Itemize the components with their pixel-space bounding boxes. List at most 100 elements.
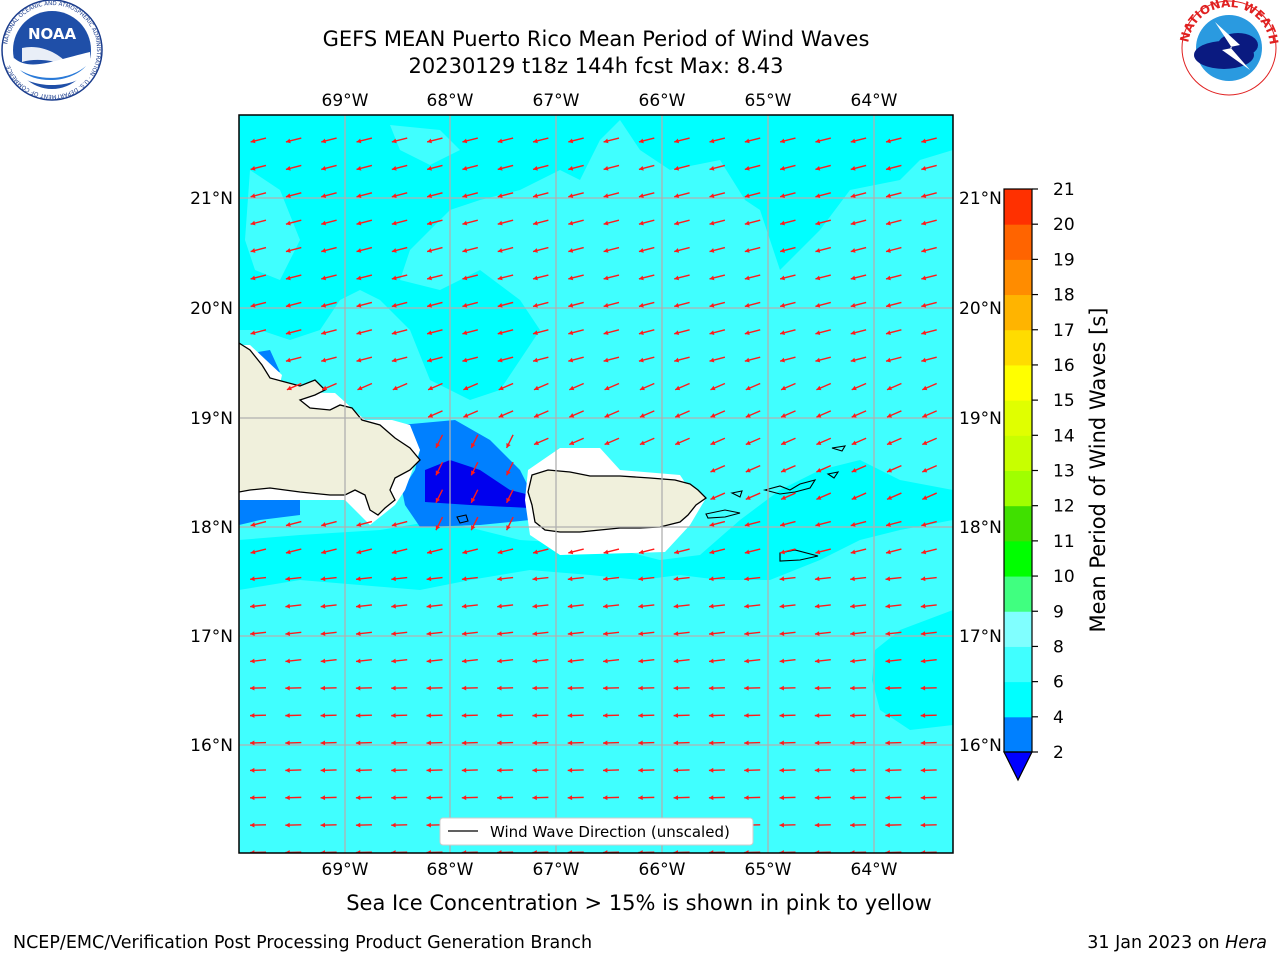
wave-arrow-head (250, 740, 255, 746)
wave-arrow-head (463, 385, 469, 391)
colorbar-bin (1004, 329, 1032, 366)
wave-arrow-head (744, 631, 749, 636)
colorbar-bin (1004, 259, 1032, 296)
wave-arrow-head (850, 713, 855, 718)
wave-arrow-head (461, 795, 467, 801)
wave-arrow-head (921, 522, 927, 527)
wave-arrow-head (356, 522, 362, 527)
wave-arrow-head (850, 302, 856, 308)
wave-arrow-head (321, 193, 327, 199)
wave-arrow-head (885, 576, 891, 582)
wave-arrow-head (814, 631, 820, 636)
land-culebra (730, 490, 743, 498)
ocean-6-8-patch-n (390, 125, 460, 165)
wave-arrow-head (603, 603, 608, 609)
wave-arrow-head (779, 576, 785, 582)
wave-arrow-head (568, 330, 574, 336)
wave-arrow-head (497, 248, 503, 253)
wave-arrow-head (921, 330, 927, 336)
wave-arrow-head (567, 603, 573, 609)
wave-arrow-head (250, 685, 255, 691)
wave-arrow-head (497, 549, 503, 555)
wave-arrow-head (780, 165, 785, 171)
wave-arrow-head (921, 549, 927, 555)
footer-date-text: 31 Jan 2023 on (1087, 933, 1226, 953)
wave-arrow-head (462, 302, 468, 308)
ocean-4-6-southeast (872, 610, 953, 730)
wave-arrow-head (886, 385, 892, 391)
land-virgin-islands (762, 479, 817, 495)
wave-arrow-head (780, 357, 785, 363)
wave-arrow-head (886, 302, 891, 308)
wave-arrow-head (391, 631, 396, 636)
wave-arrow-head (885, 631, 891, 636)
wave-arrow-head (320, 740, 326, 746)
lat-label-left: 18°N (190, 518, 233, 538)
wave-arrow-head (638, 275, 644, 281)
nws-logo: NATIONAL WEATHER SERVICE (0, 0, 1280, 96)
wave-arrow-head (426, 713, 431, 718)
wave-arrow-head (744, 549, 750, 555)
wave-arrow-head (815, 357, 821, 363)
wave-arrow-head (391, 549, 397, 555)
wave-arrow-head (435, 470, 441, 476)
wave-arrow-head (391, 138, 397, 144)
wave-arrow-head (638, 740, 643, 746)
map-gridlines (239, 115, 953, 853)
wave-arrow-head (356, 275, 362, 281)
wave-arrow-head (427, 330, 432, 336)
wave-arrow-head (603, 740, 608, 746)
latitude-labels-right: 21°N 20°N 19°N 18°N 17°N 16°N (959, 189, 1002, 756)
wave-arrow-head (709, 549, 715, 555)
wave-arrow-head (921, 357, 927, 363)
wave-arrow-head (532, 713, 537, 718)
wave-arrow-head (744, 603, 749, 609)
wave-arrow-head (850, 658, 855, 664)
wave-arrow-head (250, 822, 255, 828)
wave-arrow-head (710, 440, 716, 445)
nws-ring-text: NATIONAL WEATHER SERVICE (0, 0, 1280, 46)
wave-arrow-head (285, 302, 291, 308)
wave-arrow-head (250, 248, 256, 253)
wave-arrow-head (922, 440, 928, 445)
wave-arrow-head (850, 275, 856, 281)
wave-arrow-head (814, 767, 820, 773)
wave-arrow-head (638, 165, 644, 171)
wave-arrow-head (708, 713, 714, 718)
wave-arrow-head (462, 549, 468, 555)
wave-arrow-head (708, 740, 714, 746)
wave-arrow-head (497, 330, 503, 336)
wave-arrow-head (391, 740, 396, 746)
colorbar-bin (1004, 470, 1032, 507)
wave-arrow-head (392, 385, 398, 391)
wave-arrow-head (815, 330, 821, 336)
lat-label-right: 20°N (959, 299, 1002, 319)
wave-arrow-head (356, 549, 362, 555)
wave-arrow-head (461, 658, 467, 664)
wave-arrow-head (815, 549, 821, 555)
wave-arrow-head (391, 275, 397, 281)
map-legend: Wind Wave Direction (unscaled) (439, 817, 754, 846)
wave-arrow-head (780, 549, 785, 555)
wave-arrow-head (779, 603, 785, 609)
wave-arrow-head (850, 165, 856, 171)
wave-arrow-head (567, 713, 573, 718)
wave-arrow-head (709, 165, 715, 171)
wave-arrow-head (922, 467, 928, 473)
wave-arrow-head (603, 767, 608, 773)
wave-arrow-head (497, 138, 503, 144)
wave-arrow-head (709, 275, 715, 281)
wave-arrow-head (427, 275, 432, 281)
wave-arrow-head (498, 385, 504, 391)
lon-label-bottom: 68°W (427, 860, 474, 880)
lon-label-bottom: 64°W (851, 860, 898, 880)
legend-label: Wind Wave Direction (unscaled) (490, 823, 730, 841)
wave-arrow-head (250, 138, 256, 144)
wave-arrow-head (920, 576, 926, 582)
wave-arrow-head (471, 470, 476, 476)
wave-arrow-head (780, 193, 785, 199)
wave-arrow-head (780, 275, 785, 281)
wave-arrow-head (673, 767, 679, 773)
colorbar-bin (1004, 294, 1032, 331)
lon-label-top: 67°W (533, 91, 580, 111)
